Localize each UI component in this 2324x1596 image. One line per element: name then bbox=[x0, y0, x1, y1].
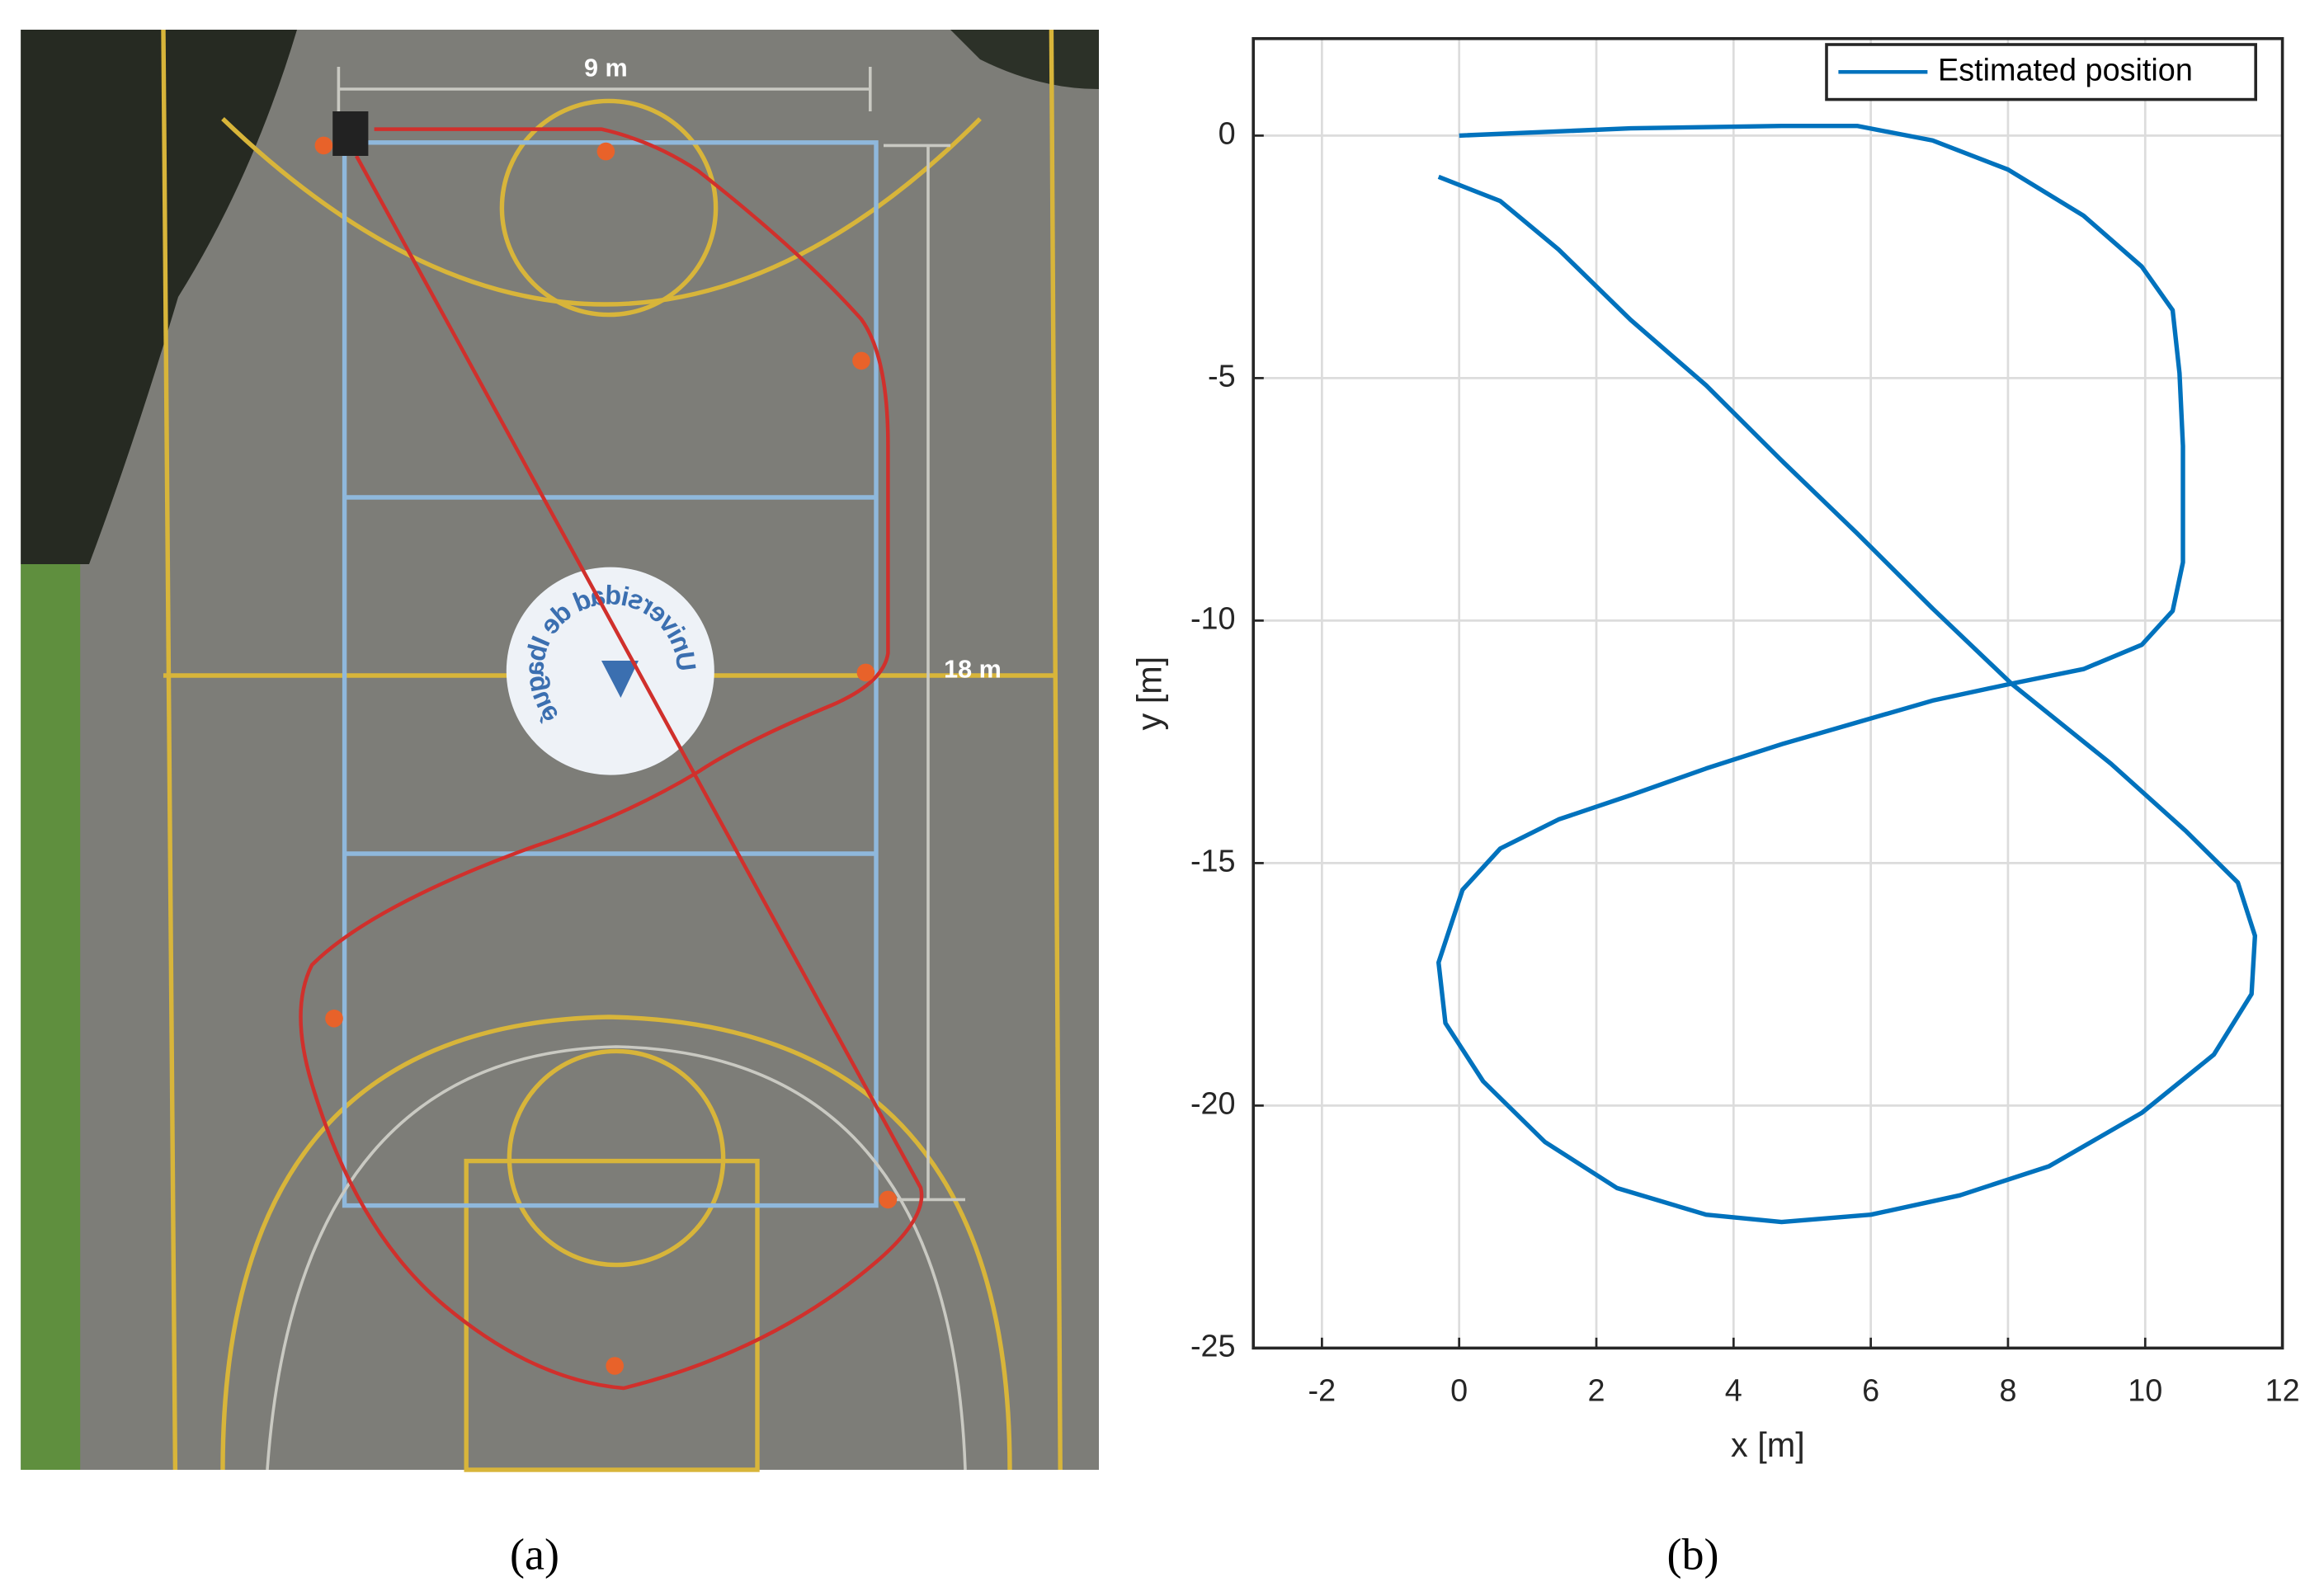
y-tick-label: 0 bbox=[1219, 116, 1236, 151]
white-lines bbox=[266, 67, 967, 1471]
grass bbox=[21, 564, 81, 1470]
x-tick-label: 0 bbox=[1450, 1373, 1468, 1408]
panel-label: (a) bbox=[510, 1529, 559, 1579]
y-tick-label: -25 bbox=[1190, 1329, 1236, 1363]
x-tick-label: 2 bbox=[1587, 1373, 1605, 1408]
x-tick-label: 6 bbox=[1862, 1373, 1879, 1408]
tree-shadow bbox=[950, 30, 1099, 89]
panel-label: (b) bbox=[1667, 1529, 1719, 1579]
plot-frame bbox=[1252, 37, 2284, 1350]
yellow-lines bbox=[161, 29, 1063, 1472]
logo-emblem bbox=[601, 661, 639, 698]
robot bbox=[332, 111, 369, 156]
y-tick-label: -20 bbox=[1190, 1086, 1236, 1121]
trajectory-line bbox=[1436, 123, 2258, 1225]
x-tick-label: 12 bbox=[2265, 1373, 2300, 1408]
x-tick-label: -2 bbox=[1308, 1373, 1336, 1408]
width-dimension: 9 m bbox=[584, 54, 628, 82]
x-tick-label: 8 bbox=[1999, 1373, 2016, 1408]
robot-path bbox=[299, 127, 924, 1391]
plot: -2 0 2 4 6 8 10 12-25-20-15-10-50x [m]y [m]Esti… bbox=[1131, 37, 2300, 1464]
y-tick-label: -10 bbox=[1190, 601, 1236, 636]
y-tick-label: -15 bbox=[1190, 844, 1236, 878]
tree-shadow bbox=[21, 30, 297, 564]
x-tick-label: 10 bbox=[2128, 1373, 2162, 1408]
x-tick-label: 4 bbox=[1725, 1373, 1742, 1408]
y-axis-label: y [m] bbox=[1131, 657, 1169, 731]
legend-label: Estimated position bbox=[1938, 53, 2193, 87]
x-axis-label: x [m] bbox=[1731, 1426, 1805, 1464]
photo-panel: Universidad de Ibagué 9 m 18 m bbox=[21, 29, 1100, 1472]
y-tick-label: -5 bbox=[1208, 359, 1236, 393]
length-dimension: 18 m bbox=[944, 656, 1002, 684]
cones bbox=[314, 136, 898, 1375]
